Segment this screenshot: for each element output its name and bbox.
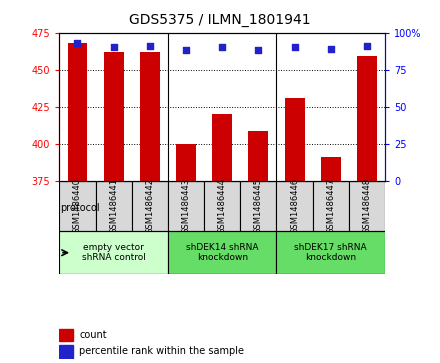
Text: GSM1486441: GSM1486441 [109, 178, 118, 234]
Bar [59, 181, 95, 231]
Bar [204, 181, 240, 231]
Bar [59, 345, 73, 358]
Bar [59, 231, 168, 274]
Bar [249, 131, 268, 181]
Point [363, 43, 370, 49]
Text: count: count [79, 330, 107, 340]
Text: shDEK17 shRNA
knockdown: shDEK17 shRNA knockdown [294, 243, 367, 262]
Text: GSM1486447: GSM1486447 [326, 178, 335, 234]
Point [327, 46, 334, 52]
Bar [176, 144, 196, 181]
Bar [276, 181, 313, 231]
Bar [240, 181, 276, 231]
Bar [349, 181, 385, 231]
Bar [68, 43, 88, 181]
Text: GSM1486444: GSM1486444 [218, 178, 227, 234]
Text: shDEK14 shRNA
knockdown: shDEK14 shRNA knockdown [186, 243, 258, 262]
Bar [140, 52, 160, 181]
Bar [59, 329, 73, 341]
Bar [132, 181, 168, 231]
Point [183, 48, 190, 53]
Bar [357, 56, 377, 181]
Bar [95, 181, 132, 231]
Bar [168, 231, 276, 274]
Text: GSM1486448: GSM1486448 [363, 178, 371, 234]
Bar [313, 181, 349, 231]
Text: GDS5375 / ILMN_1801941: GDS5375 / ILMN_1801941 [129, 13, 311, 27]
Point [255, 48, 262, 53]
Bar [212, 114, 232, 181]
Point [110, 45, 117, 50]
Text: GSM1486446: GSM1486446 [290, 178, 299, 234]
Bar [104, 52, 124, 181]
Point [291, 45, 298, 50]
Text: GSM1486445: GSM1486445 [254, 178, 263, 234]
Text: percentile rank within the sample: percentile rank within the sample [79, 346, 244, 356]
Point [147, 43, 154, 49]
Bar [321, 157, 341, 181]
Bar [168, 181, 204, 231]
Bar [285, 98, 304, 181]
Point [219, 45, 226, 50]
Bar [276, 231, 385, 274]
Text: GSM1486440: GSM1486440 [73, 178, 82, 234]
Text: GSM1486443: GSM1486443 [182, 178, 191, 234]
Text: GSM1486442: GSM1486442 [145, 178, 154, 234]
Text: protocol: protocol [60, 203, 100, 213]
Point [74, 40, 81, 46]
Text: empty vector
shRNA control: empty vector shRNA control [82, 243, 146, 262]
